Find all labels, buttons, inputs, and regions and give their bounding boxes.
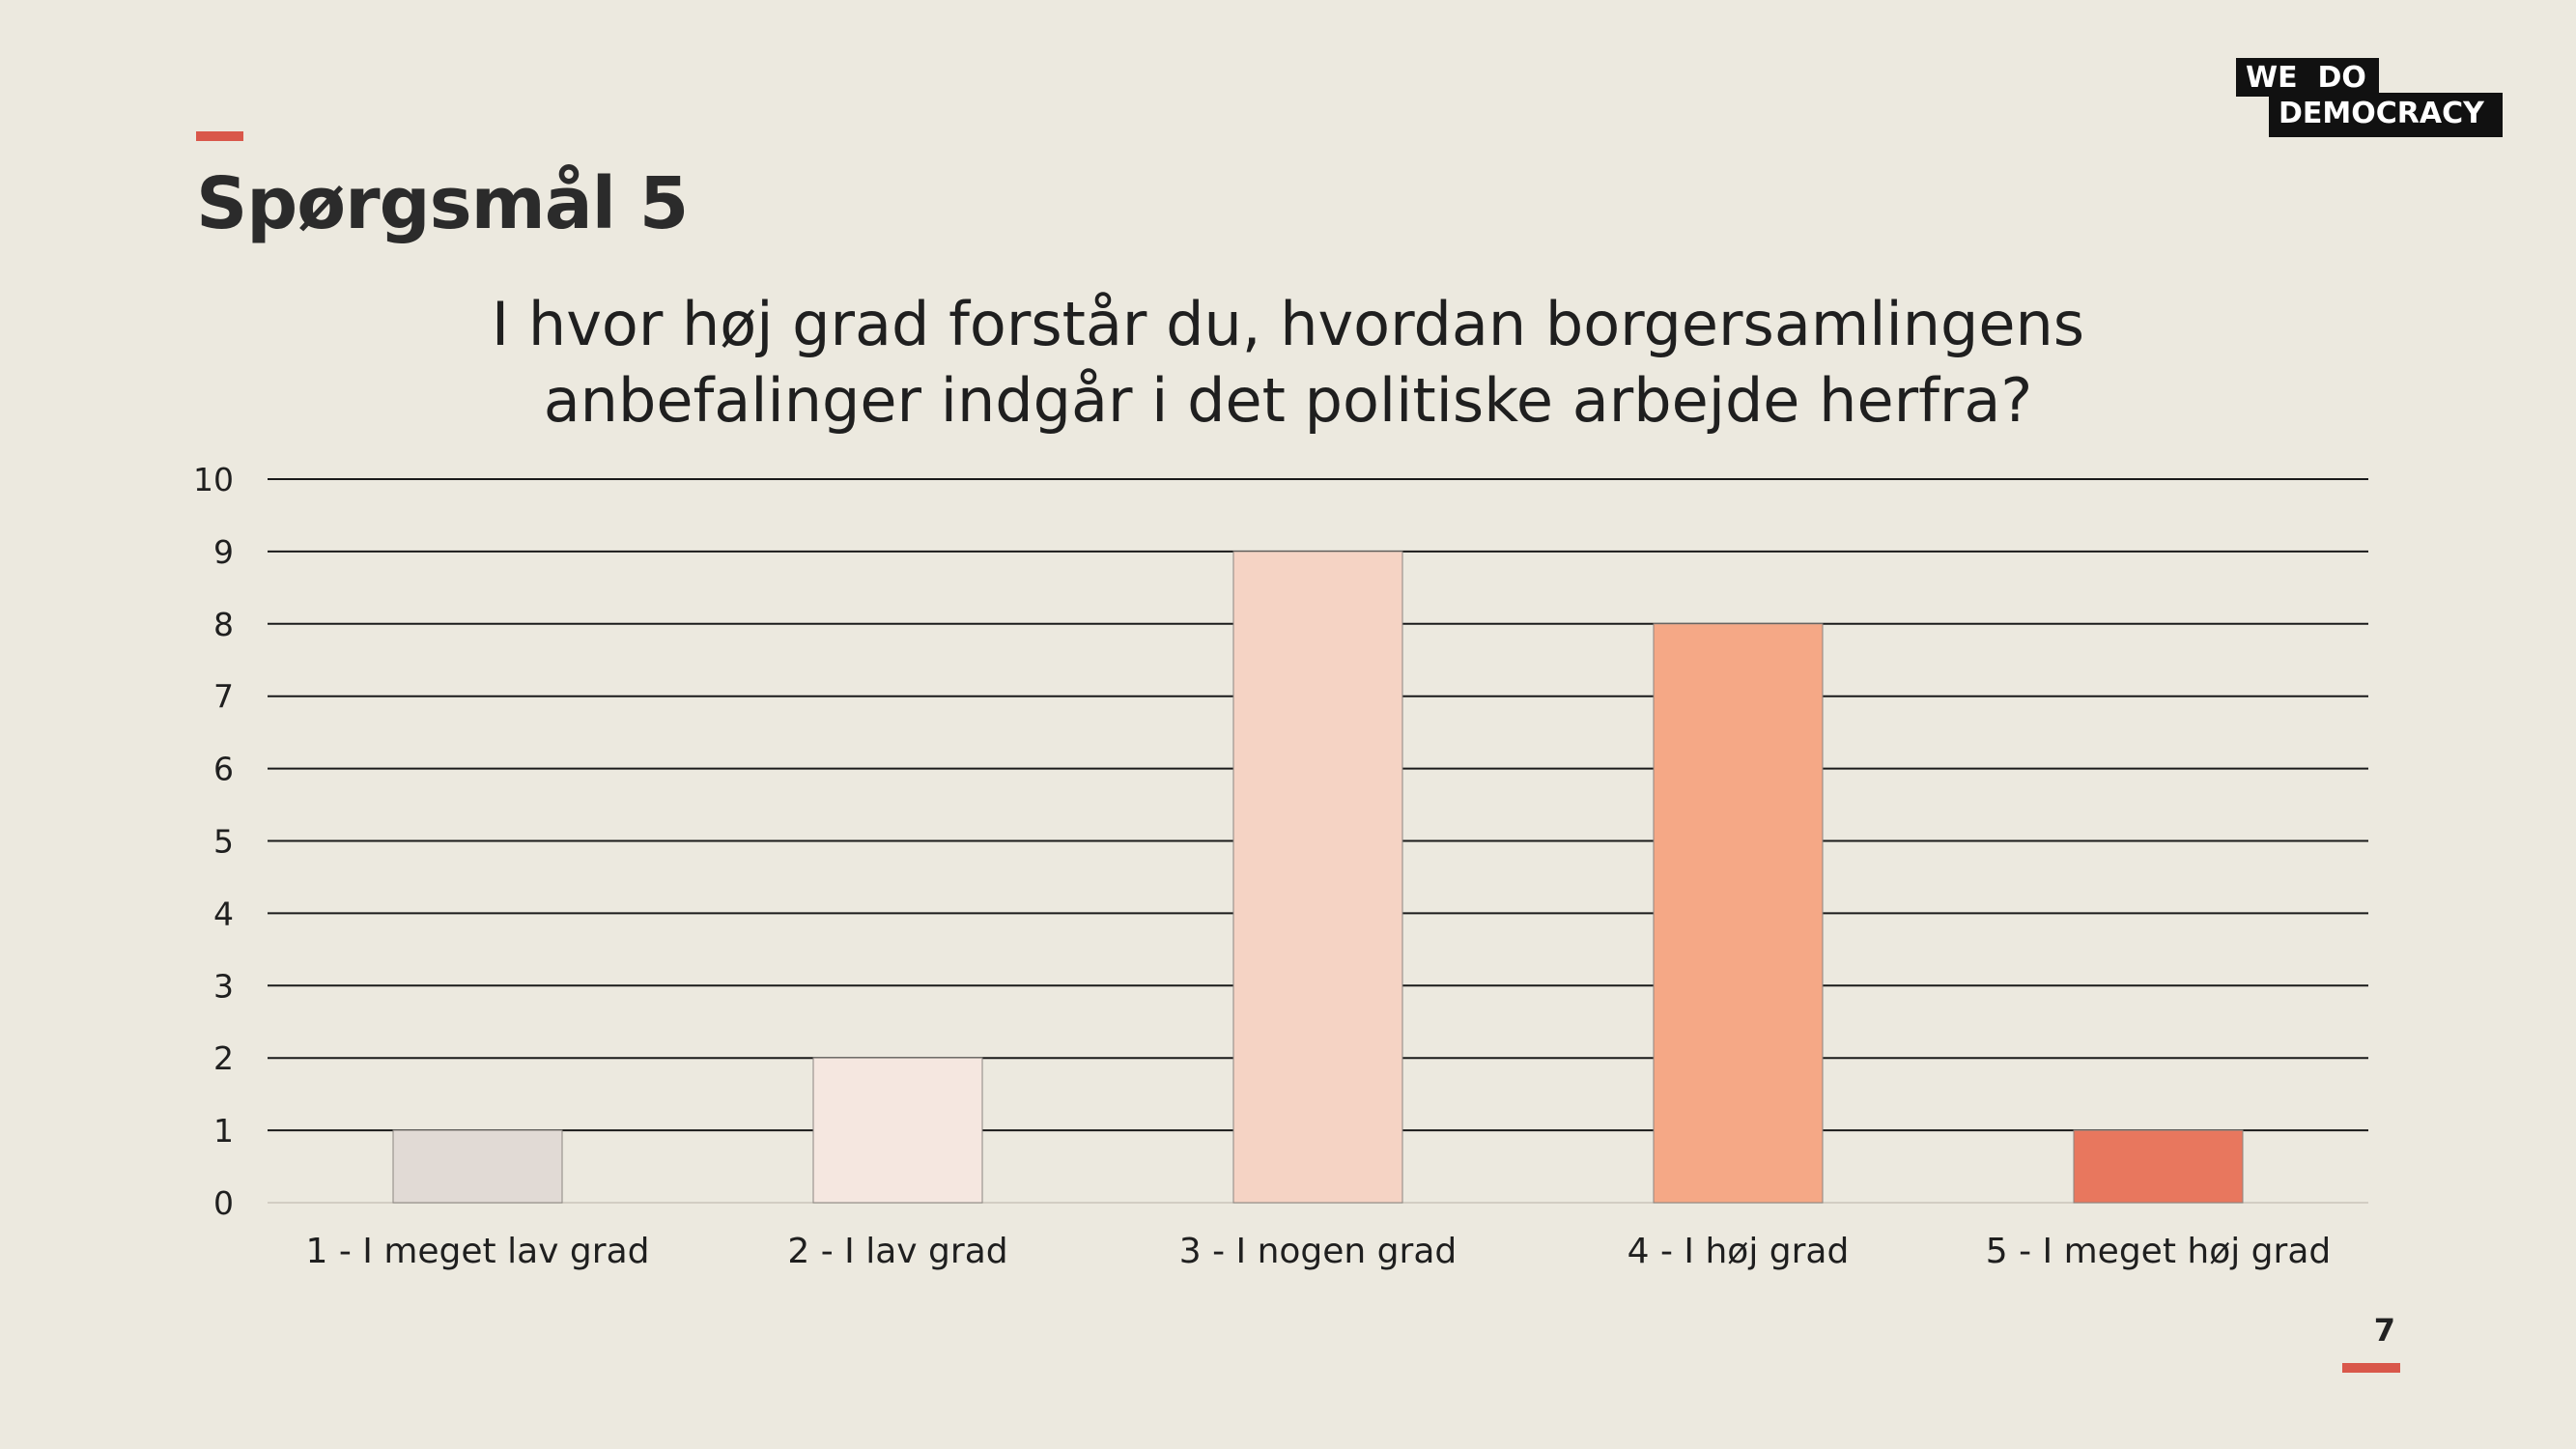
page-accent-bar (2342, 1363, 2400, 1373)
y-tick-label: 0 (213, 1184, 234, 1222)
page-number: 7 (2373, 1312, 2395, 1349)
question-line-1: I hvor høj grad forstår du, hvordan borg… (491, 289, 2085, 359)
x-tick-label: 3 - I nogen grad (1179, 1232, 1458, 1271)
y-tick-label: 7 (213, 678, 234, 716)
y-tick-label: 1 (213, 1112, 234, 1150)
x-tick-label: 4 - I høj grad (1628, 1232, 1850, 1271)
bars (392, 551, 2244, 1204)
y-tick-label: 3 (213, 967, 234, 1005)
x-tick-label: 5 - I meget høj grad (1986, 1232, 2331, 1271)
bar-1 (392, 1129, 563, 1204)
y-tick-labels: 0 1 2 3 4 5 6 7 8 9 10 (193, 461, 234, 1222)
y-tick-label: 10 (193, 461, 234, 498)
logo-line-democracy: DEMOCRACY (2269, 93, 2503, 137)
x-tick-labels: 1 - I meget lav grad 2 - I lav grad 3 - I … (306, 1232, 2332, 1271)
y-tick-label: 8 (213, 606, 234, 643)
heading-accent-bar (196, 131, 243, 141)
y-tick-label: 9 (213, 533, 234, 571)
bar-2 (812, 1057, 983, 1204)
x-tick-label: 2 - I lav grad (787, 1232, 1007, 1271)
we-do-democracy-logo: WE DO DEMOCRACY (2236, 58, 2503, 137)
chart-question-title: I hvor høj grad forstår du, hvordan borg… (290, 286, 2286, 439)
y-tick-label: 5 (213, 823, 234, 861)
y-tick-label: 6 (213, 751, 234, 788)
bar-4 (1653, 623, 1824, 1204)
slide-heading: Spørgsmål 5 (196, 162, 689, 245)
bar-5 (2073, 1129, 2244, 1204)
y-tick-label: 2 (213, 1039, 234, 1077)
bar-3 (1232, 551, 1403, 1204)
x-tick-label: 1 - I meget lav grad (306, 1232, 650, 1271)
question-line-2: anbefalinger indgår i det politiske arbe… (543, 365, 2033, 436)
logo-line-we-do: WE DO (2236, 58, 2379, 97)
y-tick-label: 4 (213, 895, 234, 932)
